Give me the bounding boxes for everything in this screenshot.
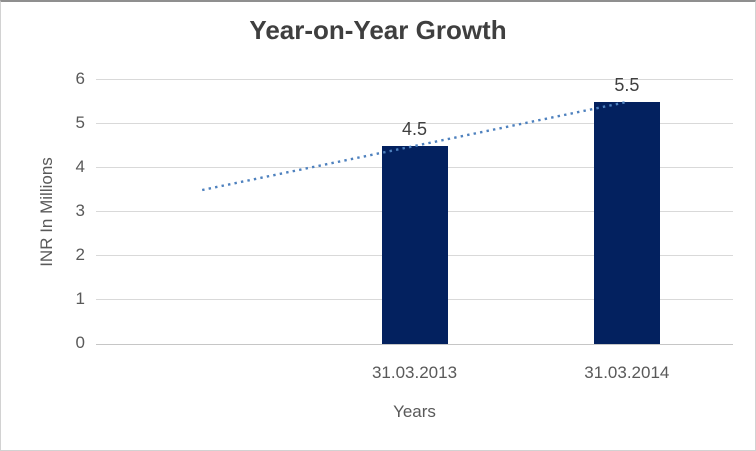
- trendline-path: [201, 100, 628, 192]
- gridline: [96, 123, 733, 124]
- y-tick-label: 5: [75, 113, 85, 132]
- x-category-label: 31.03.2013: [371, 363, 458, 382]
- y-tick-label: 1: [75, 289, 85, 308]
- data-label: 5.5: [614, 75, 640, 95]
- x-category-label: 31.03.2014: [584, 363, 670, 382]
- chart-title: Year-on-Year Growth: [249, 15, 507, 45]
- y-tick-label: 0: [75, 333, 85, 352]
- bar: [381, 146, 448, 344]
- data-label: 4.5: [401, 119, 428, 139]
- bar: [593, 102, 660, 344]
- y-tick-label: 2: [75, 245, 85, 264]
- y-tick-label: 3: [75, 201, 85, 220]
- gridline: [96, 79, 733, 80]
- y-tick-label: 4: [75, 157, 85, 176]
- x-axis-title: Years: [393, 402, 436, 421]
- x-axis-line: [96, 344, 733, 345]
- y-tick-label: 6: [75, 69, 85, 88]
